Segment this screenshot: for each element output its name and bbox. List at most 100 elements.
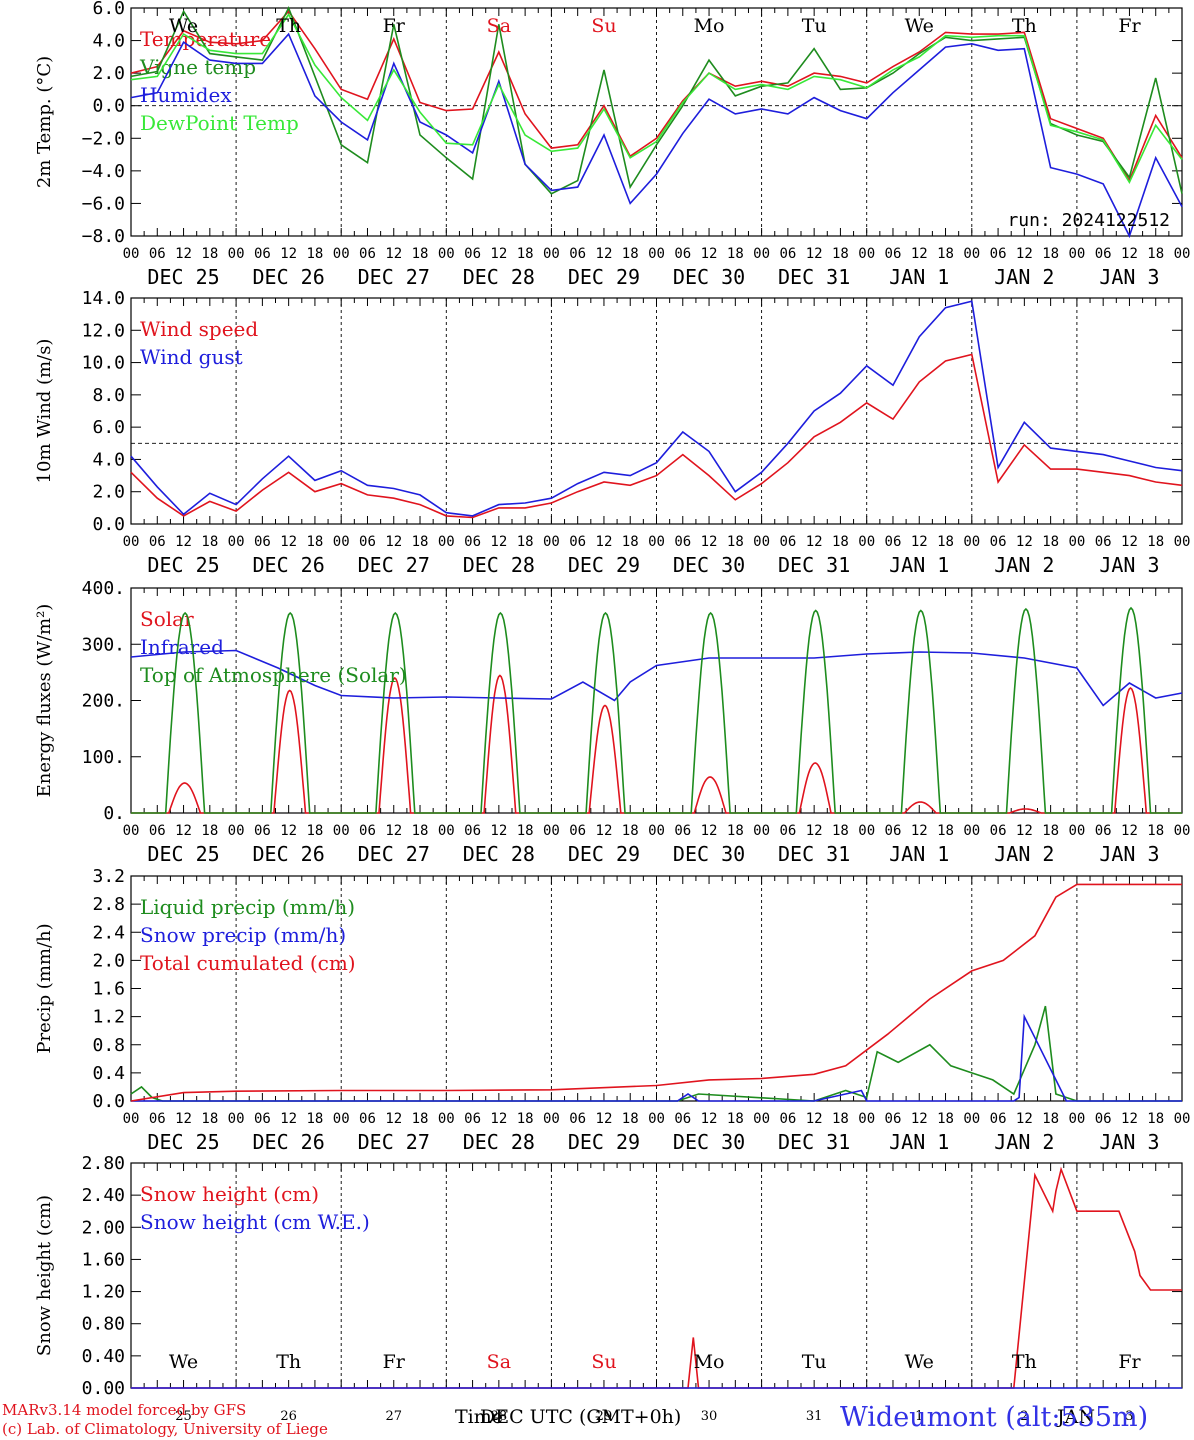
hour-tick-label: 18 bbox=[1042, 823, 1059, 839]
hour-tick-label: 00 bbox=[753, 823, 770, 839]
panel-5-y-tick-label: 2.00 bbox=[82, 1217, 125, 1238]
date-label: DEC 29 bbox=[568, 265, 640, 289]
hour-tick-label: 12 bbox=[175, 1111, 192, 1127]
hour-tick-label: 00 bbox=[648, 534, 665, 550]
date-label: DEC 26 bbox=[253, 265, 325, 289]
panel-2-series-line bbox=[130, 353, 1183, 519]
day-number-label: 28 bbox=[491, 1409, 508, 1424]
hour-tick-label: 18 bbox=[1147, 246, 1164, 262]
hour-tick-label: 12 bbox=[596, 823, 613, 839]
panel-1-run-annotation: run: 2024122512 bbox=[1007, 210, 1170, 231]
panel-4-y-tick-label: 0.0 bbox=[92, 1091, 125, 1112]
day-number-label: 3 bbox=[1125, 1409, 1133, 1424]
hour-tick-label: 12 bbox=[701, 246, 718, 262]
panel-2-y-tick-label: 10.0 bbox=[82, 353, 125, 374]
hour-tick-label: 18 bbox=[1147, 823, 1164, 839]
panel-4-y-tick-label: 2.8 bbox=[92, 894, 125, 915]
hour-tick-label: 00 bbox=[333, 1111, 350, 1127]
date-label: DEC 25 bbox=[147, 842, 219, 866]
panel-2-legend-entry: Wind gust bbox=[140, 345, 243, 369]
panel-2-y-tick-label: 4.0 bbox=[92, 449, 125, 470]
day-name-label: Fr bbox=[1118, 15, 1141, 37]
hour-tick-label: 00 bbox=[648, 1111, 665, 1127]
panel-1-series-line bbox=[130, 6, 1183, 195]
hour-tick-label: 12 bbox=[1121, 1111, 1138, 1127]
time-axis-zone: DEC UTC (GMT+0h) bbox=[480, 1406, 682, 1428]
hour-tick-label: 18 bbox=[622, 246, 639, 262]
hour-tick-label: 06 bbox=[1095, 1111, 1112, 1127]
hour-tick-label: 06 bbox=[569, 246, 586, 262]
hour-tick-label: 06 bbox=[149, 534, 166, 550]
station-name: Wideumont (alt:535m) bbox=[840, 1402, 1149, 1433]
hour-tick-label: 00 bbox=[333, 246, 350, 262]
panel-1-y-tick-label: −8.0 bbox=[82, 226, 125, 247]
hour-tick-label: 18 bbox=[1147, 534, 1164, 550]
hour-tick-label: 00 bbox=[228, 823, 245, 839]
panel-5-series-line bbox=[131, 1166, 1182, 1389]
date-label: DEC 30 bbox=[673, 842, 745, 866]
hour-tick-label: 12 bbox=[911, 823, 928, 839]
hour-tick-label: 06 bbox=[359, 534, 376, 550]
date-label: DEC 29 bbox=[568, 553, 640, 577]
date-label: JAN 3 bbox=[1099, 553, 1159, 577]
hour-tick-label: 00 bbox=[123, 823, 140, 839]
hour-tick-label: 18 bbox=[306, 534, 323, 550]
hour-tick-label: 12 bbox=[385, 1111, 402, 1127]
hour-tick-label: 06 bbox=[885, 534, 902, 550]
panel-3-series-line bbox=[130, 649, 1183, 707]
hour-tick-label: 12 bbox=[1121, 823, 1138, 839]
hour-tick-label: 18 bbox=[832, 1111, 849, 1127]
hour-tick-label: 12 bbox=[806, 246, 823, 262]
day-name-label: We bbox=[905, 1351, 934, 1373]
hour-tick-label: 18 bbox=[1147, 1111, 1164, 1127]
panel-5-y-tick-label: 2.40 bbox=[82, 1185, 125, 1206]
hour-tick-label: 12 bbox=[1016, 823, 1033, 839]
panel-3-legend-entry: Top of Atmosphere (Solar) bbox=[140, 663, 407, 687]
date-label: JAN 3 bbox=[1099, 842, 1159, 866]
panel-5-y-tick-label: 1.60 bbox=[82, 1249, 125, 1270]
date-label: DEC 28 bbox=[463, 842, 535, 866]
day-name-label: Fr bbox=[383, 1351, 406, 1373]
hour-tick-label: 12 bbox=[175, 823, 192, 839]
panel-2-y-tick-label: 14.0 bbox=[82, 288, 125, 309]
day-number-label: 2 bbox=[1020, 1409, 1028, 1424]
hour-tick-label: 18 bbox=[832, 534, 849, 550]
panel-4-y-tick-label: 2.0 bbox=[92, 950, 125, 971]
hour-tick-label: 12 bbox=[385, 823, 402, 839]
hour-tick-label: 00 bbox=[753, 534, 770, 550]
panel-2-legend-entry: Wind speed bbox=[140, 317, 258, 341]
day-number-label: 29 bbox=[596, 1409, 613, 1424]
hour-tick-label: 00 bbox=[438, 246, 455, 262]
panel-2-y-tick-label: 6.0 bbox=[92, 417, 125, 438]
hour-tick-label: 00 bbox=[858, 534, 875, 550]
day-number-label: 30 bbox=[701, 1409, 718, 1424]
date-label: JAN 1 bbox=[889, 1130, 949, 1154]
hour-tick-label: 00 bbox=[543, 534, 560, 550]
hour-tick-label: 06 bbox=[779, 823, 796, 839]
hour-tick-label: 00 bbox=[228, 1111, 245, 1127]
hour-tick-label: 12 bbox=[806, 1111, 823, 1127]
hour-tick-label: 06 bbox=[1095, 246, 1112, 262]
hour-tick-label: 18 bbox=[937, 534, 954, 550]
hour-tick-label: 00 bbox=[753, 246, 770, 262]
hour-tick-label: 18 bbox=[622, 1111, 639, 1127]
day-number-label: 25 bbox=[175, 1409, 192, 1424]
date-label: JAN 1 bbox=[889, 842, 949, 866]
hour-tick-label: 00 bbox=[543, 1111, 560, 1127]
date-label: DEC 25 bbox=[147, 1130, 219, 1154]
hour-tick-label: 18 bbox=[937, 246, 954, 262]
panel-2-y-tick-label: 12.0 bbox=[82, 320, 125, 341]
panel-3-frame bbox=[130, 587, 1183, 814]
hour-tick-label: 06 bbox=[779, 246, 796, 262]
hour-tick-label: 06 bbox=[569, 823, 586, 839]
hour-tick-label: 06 bbox=[779, 1111, 796, 1127]
day-number-label: 27 bbox=[385, 1409, 402, 1424]
day-name-label: Th bbox=[276, 15, 301, 37]
hour-tick-label: 00 bbox=[648, 823, 665, 839]
panel-4-y-tick-label: 1.2 bbox=[92, 1007, 125, 1028]
date-label: DEC 26 bbox=[253, 1130, 325, 1154]
hour-tick-label: 06 bbox=[1095, 534, 1112, 550]
panel-3-legend-entry: Infrared bbox=[140, 635, 224, 659]
hour-tick-label: 00 bbox=[1174, 246, 1191, 262]
hour-tick-label: 00 bbox=[1174, 823, 1191, 839]
